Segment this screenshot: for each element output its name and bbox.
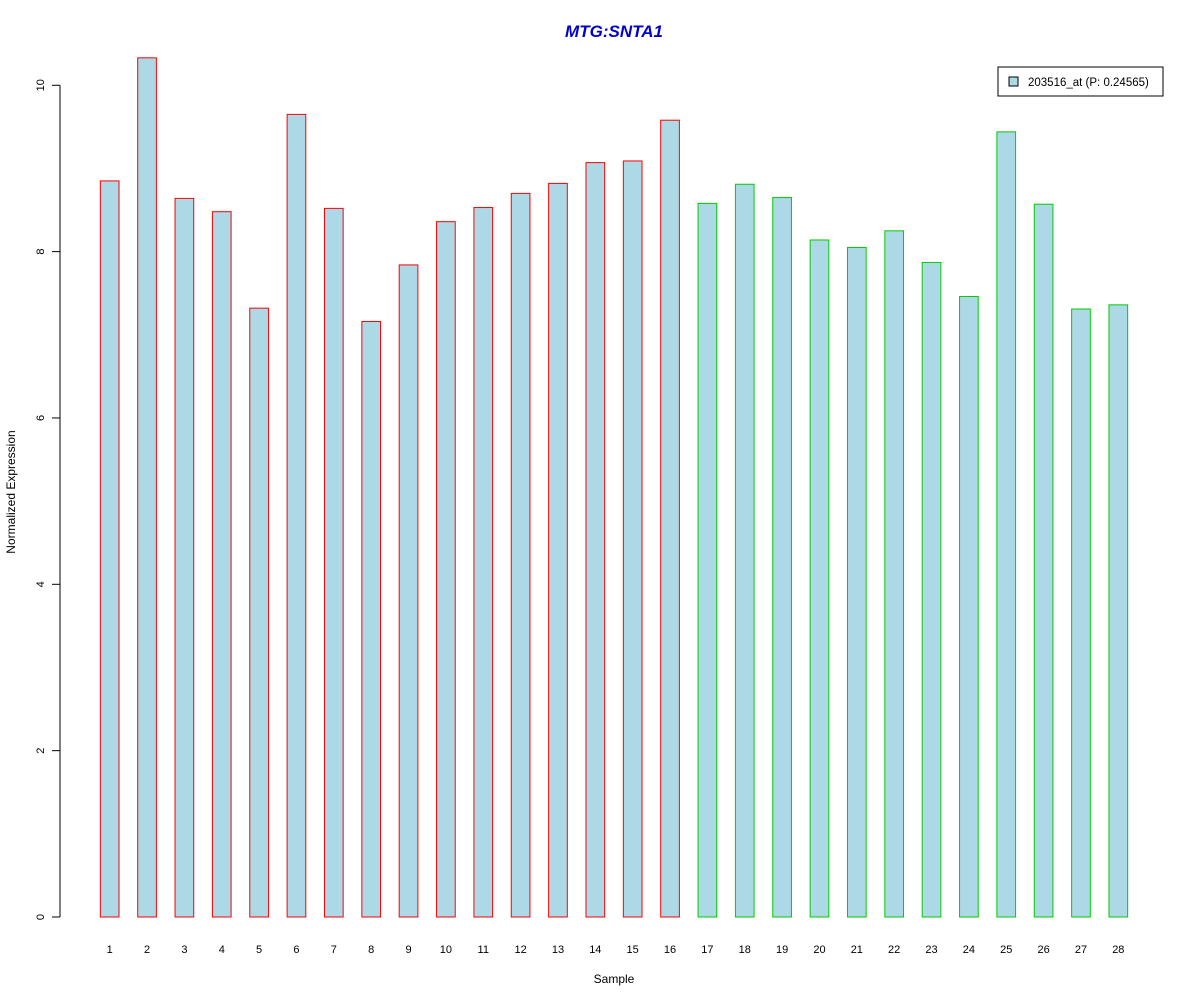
x-tick-label: 21	[851, 944, 863, 956]
x-tick-label: 26	[1037, 944, 1049, 956]
x-tick-label: 28	[1112, 944, 1124, 956]
bar-sample-21	[846, 246, 867, 918]
x-tick-label: 20	[813, 944, 825, 956]
legend: 203516_at (P: 0.24565)	[997, 66, 1164, 97]
bar-sample-13	[548, 182, 568, 918]
x-tick-label: 13	[552, 944, 564, 956]
y-tick-label: 4	[35, 581, 47, 587]
legend-box	[997, 66, 1164, 97]
y-tick-label: 2	[35, 748, 47, 754]
x-tick-label: 27	[1075, 944, 1087, 956]
bar-sample-14	[585, 162, 606, 918]
legend-label: 203516_at (P: 0.24565)	[1028, 77, 1149, 89]
x-axis-label: Sample	[594, 972, 635, 986]
bar-sample-19	[772, 197, 792, 918]
bar-sample-25	[996, 131, 1017, 918]
bar-sample-5	[249, 307, 269, 918]
x-tick-label: 17	[701, 944, 713, 956]
bar-sample-10	[436, 221, 456, 918]
bar-sample-23	[921, 261, 942, 918]
bar-sample-11	[473, 207, 494, 918]
y-axis: 0 2 4 6 8 10	[35, 79, 61, 920]
bar-sample-2	[137, 57, 157, 918]
x-tick-label: 5	[256, 944, 262, 956]
bar-sample-22	[884, 230, 905, 918]
bar-sample-12	[510, 192, 531, 918]
y-axis-label: Normalized Expression	[4, 430, 18, 553]
bar-sample-7	[323, 207, 344, 918]
x-tick-label: 3	[181, 944, 187, 956]
x-tick-label: 16	[664, 944, 676, 956]
x-tick-label: 18	[739, 944, 751, 956]
bar-sample-6	[286, 113, 307, 918]
bar-sample-15	[622, 160, 643, 918]
bar-sample-17	[697, 202, 718, 918]
bar-sample-18	[734, 183, 755, 918]
x-tick-label: 8	[368, 944, 374, 956]
x-tick-label: 7	[331, 944, 337, 956]
bar-sample-8	[361, 320, 382, 918]
x-tick-label: 9	[405, 944, 411, 956]
x-tick-label: 10	[440, 944, 452, 956]
y-tick-label: 8	[35, 249, 47, 255]
x-tick-label: 24	[963, 944, 975, 956]
x-tick-label: 23	[925, 944, 937, 956]
bar-sample-26	[1033, 203, 1054, 918]
x-tick-label: 19	[776, 944, 788, 956]
y-tick-label: 6	[35, 415, 47, 421]
chart-title: MTG:SNTA1	[565, 22, 663, 41]
x-tick-label: 4	[219, 944, 225, 956]
bar-sample-3	[174, 197, 195, 918]
bars	[99, 57, 1129, 918]
x-tick-label: 14	[589, 944, 601, 956]
x-tick-labels: 1 2 3 4 5 6 7 8 9 10 11 12 13 14 15 16 17 18 19 20 21 22 23 24 2…	[107, 944, 1125, 956]
bar-sample-28	[1108, 304, 1129, 918]
y-tick-label: 0	[35, 914, 47, 920]
x-tick-label: 12	[514, 944, 526, 956]
x-tick-label: 11	[478, 944, 489, 956]
x-tick-label: 2	[144, 944, 150, 956]
bar-sample-4	[211, 211, 232, 918]
bar-sample-27	[1071, 308, 1091, 918]
x-tick-label: 1	[107, 944, 113, 956]
legend-swatch	[1008, 76, 1019, 87]
bar-sample-9	[398, 264, 419, 918]
x-tick-label: 6	[293, 944, 299, 956]
y-tick-label: 10	[35, 79, 47, 91]
x-tick-label: 22	[888, 944, 900, 956]
bar-sample-20	[809, 239, 830, 918]
bar-sample-1	[99, 180, 120, 918]
x-tick-label: 15	[627, 944, 639, 956]
bar-sample-24	[959, 296, 979, 918]
bar-sample-16	[660, 119, 680, 918]
x-tick-label: 25	[1000, 944, 1012, 956]
